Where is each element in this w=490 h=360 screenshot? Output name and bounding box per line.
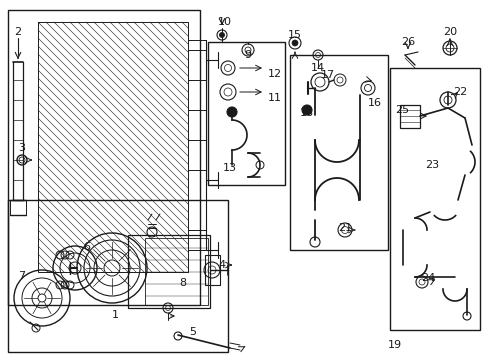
- Text: 4: 4: [219, 260, 225, 270]
- Text: 1: 1: [112, 310, 119, 320]
- Text: 19: 19: [388, 340, 402, 350]
- Text: 14: 14: [311, 63, 325, 73]
- Text: 20: 20: [443, 27, 457, 37]
- Text: 15: 15: [288, 30, 302, 40]
- Text: 16: 16: [368, 98, 382, 108]
- Bar: [400, 105, 420, 128]
- Bar: [38, 22, 188, 272]
- Text: 7: 7: [19, 271, 25, 281]
- Circle shape: [227, 107, 237, 117]
- Bar: [128, 235, 210, 308]
- Text: 13: 13: [223, 163, 237, 173]
- Circle shape: [292, 40, 298, 46]
- Text: 6: 6: [83, 242, 91, 252]
- Text: 18: 18: [300, 108, 314, 118]
- Text: 24: 24: [421, 273, 435, 283]
- Circle shape: [302, 105, 312, 115]
- Text: 2: 2: [14, 27, 22, 37]
- Text: 9: 9: [245, 50, 251, 60]
- Bar: [8, 200, 228, 352]
- Bar: [205, 255, 220, 285]
- Bar: [8, 10, 200, 305]
- Circle shape: [220, 32, 224, 37]
- Bar: [390, 68, 480, 330]
- Text: 25: 25: [395, 105, 409, 115]
- Text: 22: 22: [453, 87, 467, 97]
- Text: 17: 17: [321, 70, 335, 80]
- Text: 11: 11: [268, 93, 282, 103]
- Bar: [208, 42, 285, 185]
- Text: 21: 21: [338, 223, 352, 233]
- Bar: [145, 238, 208, 305]
- Text: 26: 26: [401, 37, 415, 47]
- Text: 3: 3: [19, 143, 25, 153]
- Text: 8: 8: [179, 278, 187, 288]
- Bar: [290, 55, 388, 250]
- Text: 12: 12: [268, 69, 282, 79]
- Text: 10: 10: [218, 17, 232, 27]
- Text: 5: 5: [190, 327, 196, 337]
- Text: 23: 23: [425, 160, 439, 170]
